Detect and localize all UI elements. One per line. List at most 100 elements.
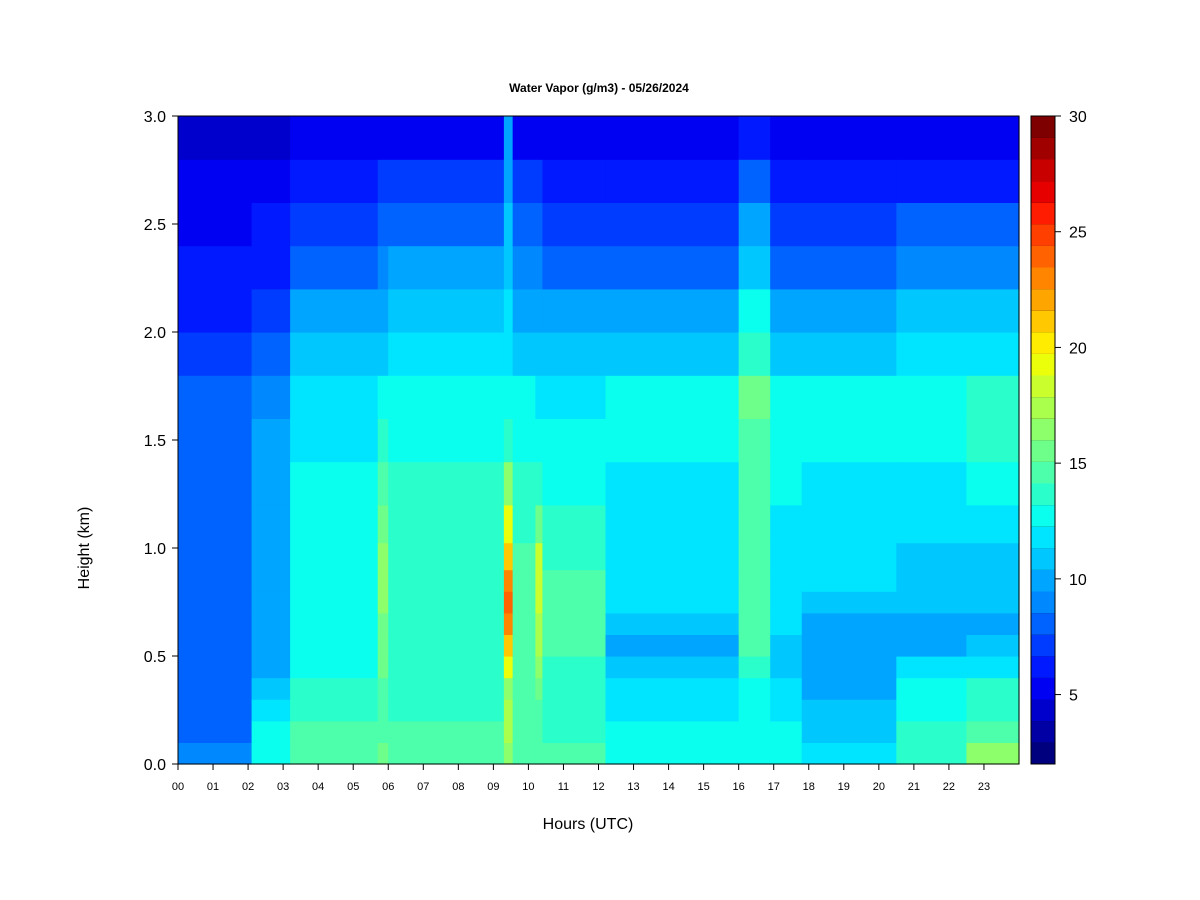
heatmap-cell (178, 677, 253, 700)
heatmap-cell (178, 569, 253, 592)
heatmap-cell (290, 742, 379, 765)
colorbar-swatch (1031, 202, 1055, 225)
heatmap-cell (770, 591, 803, 614)
heatmap-cell (535, 202, 544, 247)
heatmap-cell (503, 612, 514, 635)
heatmap-cell (738, 634, 771, 657)
heatmap-cell (605, 202, 740, 247)
heatmap-cell (801, 332, 897, 376)
heatmap-cell (801, 656, 897, 679)
colorbar-swatch (1031, 267, 1055, 290)
colorbar-swatch (1031, 440, 1055, 462)
heatmap-cell (377, 542, 389, 571)
x-tick-label: 16 (733, 781, 745, 793)
colorbar-swatch (1031, 310, 1055, 333)
heatmap-cell (770, 461, 803, 506)
heatmap-cell (388, 461, 505, 506)
y-axis-label: Height (km) (76, 507, 93, 590)
heatmap-cell (801, 569, 897, 592)
heatmap-cell (738, 288, 771, 333)
heatmap-cell (388, 202, 505, 247)
heatmap-cell (178, 699, 253, 722)
heatmap-cell (966, 656, 1020, 679)
heatmap-cell (738, 612, 771, 635)
x-tick-label: 11 (558, 781, 569, 793)
heatmap-cell (966, 504, 1020, 544)
heatmap-cell (388, 677, 505, 700)
heatmap-cell (388, 720, 505, 743)
heatmap-cell (605, 461, 740, 506)
heatmap-cell (535, 742, 544, 765)
heatmap-cell (290, 461, 379, 506)
x-tick-label: 09 (487, 781, 499, 793)
colorbar-swatch (1031, 159, 1055, 182)
heatmap-cell (801, 612, 897, 635)
heatmap-cell (290, 202, 379, 247)
heatmap-cell (377, 612, 389, 635)
heatmap-cell (512, 569, 537, 592)
heatmap-cell (542, 504, 607, 544)
heatmap-cell (251, 591, 291, 614)
heatmap-cell (377, 742, 389, 765)
x-tick-label: 04 (312, 781, 324, 793)
colorbar (1031, 115, 1055, 765)
heatmap-cell (251, 699, 291, 722)
heatmap-cell (535, 245, 544, 290)
heatmap-cell (512, 375, 537, 419)
heatmap-cell (512, 699, 537, 722)
heatmap-cell (290, 375, 379, 419)
heatmap-cell (512, 504, 537, 544)
heatmap-cell (896, 634, 968, 657)
heatmap-cell (178, 612, 253, 635)
heatmap-cell (542, 742, 607, 765)
heatmap-cell (605, 656, 740, 679)
heatmap-cell (251, 504, 291, 544)
heatmap-cell (605, 720, 740, 743)
heatmap-cell (966, 720, 1020, 743)
heatmap-cell (738, 720, 771, 743)
heatmap-cell (388, 332, 505, 376)
heatmap-cell (770, 288, 803, 333)
x-tick-label: 23 (978, 781, 990, 793)
heatmap-cell (535, 542, 544, 571)
colorbar-swatch (1031, 548, 1055, 570)
heatmap-cell (251, 202, 291, 247)
heatmap-cell (251, 569, 291, 592)
heatmap-cell (512, 677, 537, 700)
heatmap-cell (290, 634, 379, 657)
heatmap-cell (966, 418, 1020, 463)
heatmap-cell (605, 245, 740, 290)
heatmap-cell (966, 677, 1020, 700)
heatmap-cell (512, 591, 537, 614)
heatmap-cell (770, 159, 803, 203)
heatmap-cell (605, 504, 740, 544)
heatmap-cell (738, 542, 771, 571)
colorbar-swatch (1031, 504, 1055, 527)
heatmap-cell (605, 612, 740, 635)
heatmap-cell (503, 656, 514, 679)
heatmap-cell (178, 591, 253, 614)
heatmap-cell (801, 720, 897, 743)
heatmap-cell (503, 699, 514, 722)
heatmap-cell (896, 245, 968, 290)
heatmap-cell (605, 699, 740, 722)
heatmap-cell (503, 116, 514, 160)
heatmap-cell (770, 677, 803, 700)
heatmap-cell (178, 742, 253, 765)
heatmap-cell (290, 591, 379, 614)
heatmap-cell (251, 159, 291, 203)
x-tick-label: 14 (662, 781, 674, 793)
heatmap-cell (738, 461, 771, 506)
heatmap-cell (801, 418, 897, 463)
heatmap-cell (542, 159, 607, 203)
heatmap-cell (535, 699, 544, 722)
heatmap-cell (503, 504, 514, 544)
x-tick-label: 19 (838, 781, 850, 793)
heatmap-cell (896, 375, 968, 419)
heatmap-cell (770, 418, 803, 463)
heatmap-cell (966, 375, 1020, 419)
heatmap-cell (377, 677, 389, 700)
heatmap-cell (896, 656, 968, 679)
heatmap-cell (377, 245, 389, 290)
heatmap-cell (178, 375, 253, 419)
